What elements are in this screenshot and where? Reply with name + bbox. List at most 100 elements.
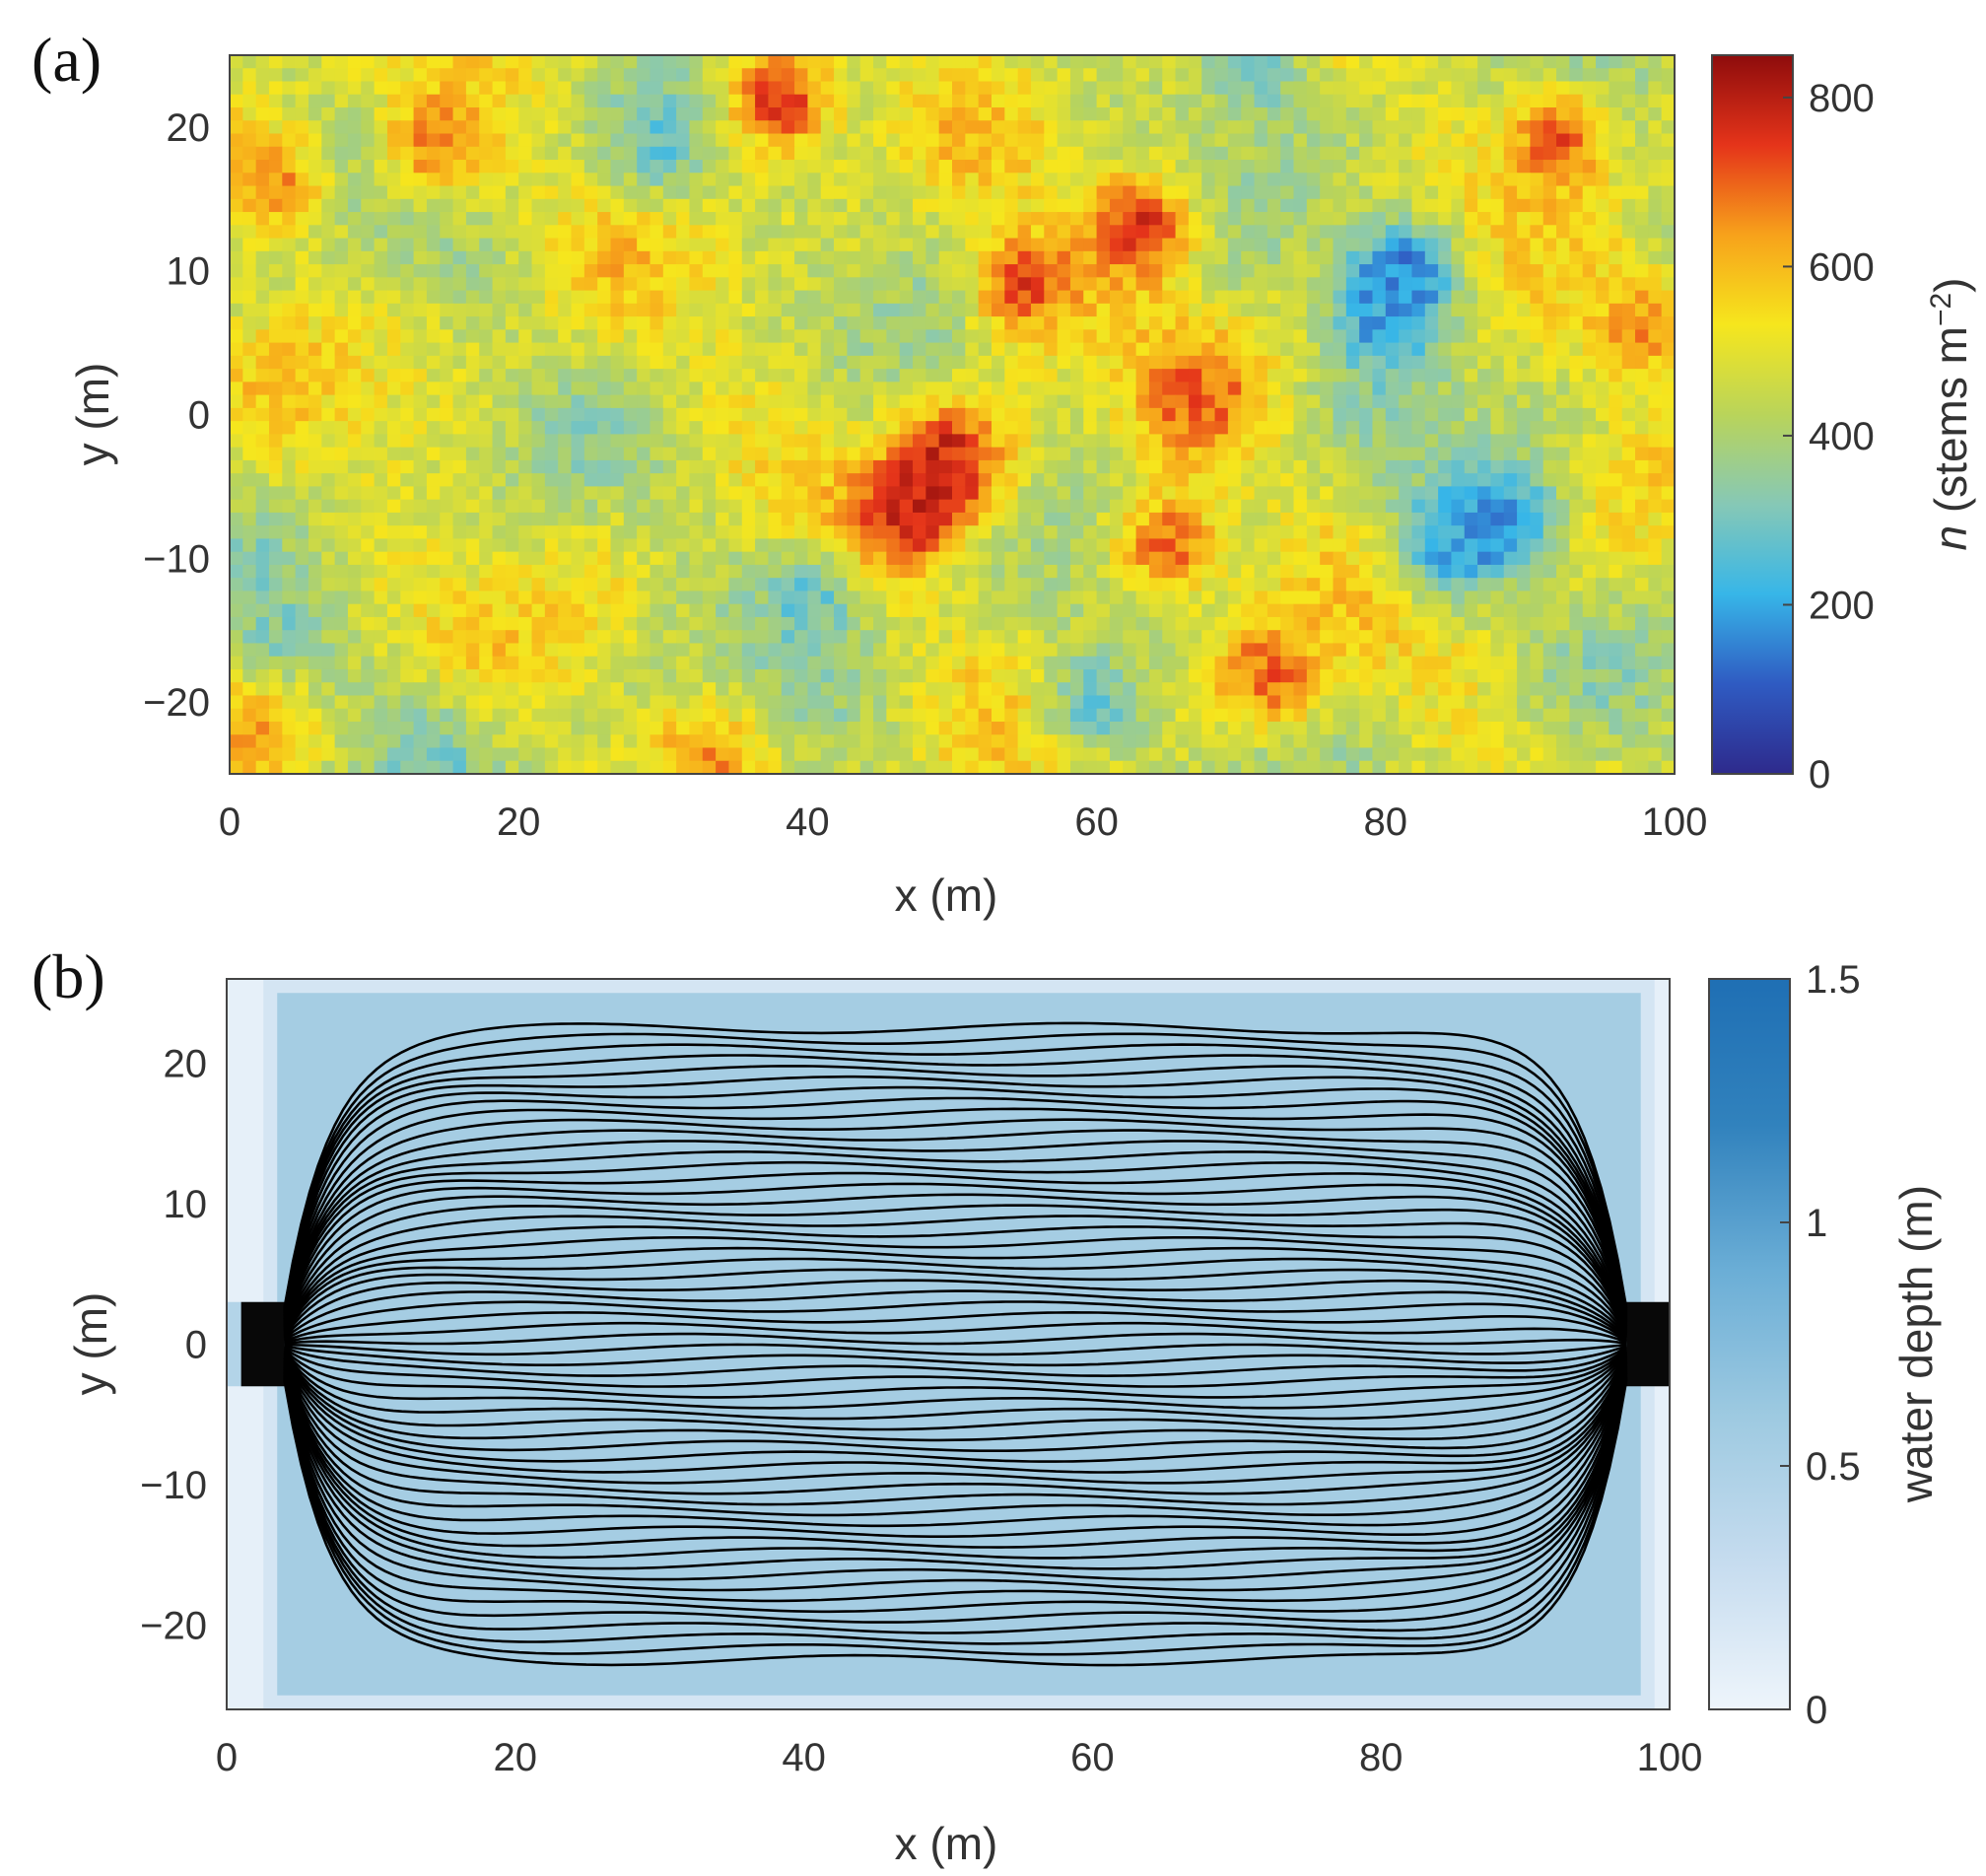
panel-b-y-ticks: 20 10 0 −10 −20 bbox=[140, 1043, 207, 1648]
streamline bbox=[283, 1043, 1628, 1311]
streamline bbox=[283, 1377, 1628, 1645]
panel-a-label: (a) bbox=[32, 25, 102, 95]
panel-b-x-axis-label: x (m) bbox=[895, 1818, 998, 1869]
streamline bbox=[283, 1349, 1627, 1399]
streamlines bbox=[283, 1021, 1628, 1667]
streamline bbox=[283, 1380, 1628, 1667]
panel-a-x-ticks: 0 20 40 60 80 100 bbox=[219, 800, 1708, 844]
streamline bbox=[284, 1310, 1627, 1343]
panel-b-x-tick-label: 60 bbox=[1070, 1736, 1115, 1779]
streamline bbox=[283, 1357, 1628, 1474]
streamline bbox=[284, 1345, 1627, 1367]
streamline bbox=[283, 1350, 1628, 1410]
panel-a-colorbar-ticks: 0 200 400 600 800 bbox=[1783, 77, 1875, 797]
streamline bbox=[283, 1347, 1627, 1388]
panel-b-label: (b) bbox=[32, 941, 105, 1011]
streamline bbox=[283, 1358, 1628, 1485]
panel-b-colorbar-ticks: 0 0.5 1 1.5 bbox=[1780, 958, 1861, 1732]
streamline bbox=[283, 1268, 1628, 1338]
streamline bbox=[283, 1118, 1628, 1320]
streamline bbox=[283, 1075, 1628, 1314]
streamline bbox=[283, 1360, 1628, 1495]
streamline bbox=[283, 1279, 1627, 1339]
panel-a-frame bbox=[229, 54, 1676, 775]
panel-a-x-tick-label: 40 bbox=[786, 800, 830, 844]
streamline bbox=[283, 1351, 1628, 1421]
streamline bbox=[283, 1300, 1627, 1342]
panel-a-y-tick-label: −20 bbox=[143, 681, 210, 725]
panel-b-y-tick-label: 20 bbox=[164, 1043, 208, 1086]
streamline bbox=[283, 1257, 1628, 1336]
outlet bbox=[1626, 1301, 1670, 1387]
panel-a-colorbar-tick-label: 0 bbox=[1809, 753, 1830, 797]
panel-b-colorbar-tick-label: 0 bbox=[1806, 1689, 1827, 1732]
panel-a-x-tick-label: 80 bbox=[1364, 800, 1408, 844]
panel-a-x-axis-label: x (m) bbox=[895, 869, 998, 921]
panel-b-y-tick-label: 10 bbox=[164, 1183, 208, 1226]
streamline bbox=[283, 1204, 1628, 1330]
streamline bbox=[283, 1354, 1628, 1442]
streamline bbox=[283, 1246, 1628, 1335]
panel-a-y-ticks: 20 10 0 −10 −20 bbox=[143, 106, 210, 725]
panel-a-colorbar-tick-label: 600 bbox=[1809, 245, 1875, 289]
streamline bbox=[283, 1096, 1628, 1317]
streamline bbox=[283, 1362, 1628, 1517]
panel-a-y-axis-label: y (m) bbox=[67, 363, 118, 466]
streamline bbox=[283, 1193, 1628, 1328]
streamline bbox=[283, 1376, 1628, 1634]
panel-b-colorbar-tick-label: 1.5 bbox=[1806, 958, 1861, 1002]
streamline bbox=[283, 1366, 1628, 1549]
streamline bbox=[283, 1150, 1628, 1323]
panel-a-y-tick-label: 10 bbox=[167, 250, 211, 294]
panel-b-colorbar bbox=[1708, 978, 1791, 1710]
stem-density-heatmap bbox=[230, 55, 1675, 774]
streamline bbox=[283, 1361, 1628, 1506]
streamline bbox=[283, 1289, 1627, 1340]
panel-a-x-tick-label: 20 bbox=[497, 800, 541, 844]
streamline bbox=[283, 1371, 1628, 1592]
streamline bbox=[283, 1107, 1628, 1318]
streamline bbox=[283, 1225, 1628, 1332]
panel-a-y-tick-label: 20 bbox=[167, 106, 211, 150]
panel-b-colorbar-tick-label: 0.5 bbox=[1806, 1445, 1861, 1489]
inlet bbox=[240, 1301, 285, 1387]
streamline bbox=[283, 1129, 1628, 1321]
panel-b-y-tick-label: −20 bbox=[140, 1605, 207, 1648]
streamline bbox=[283, 1374, 1628, 1614]
streamline bbox=[283, 1375, 1628, 1624]
panel-b-y-axis-label: y (m) bbox=[65, 1292, 116, 1396]
streamline bbox=[283, 1171, 1628, 1326]
panel-a-colorbar-tick-label: 800 bbox=[1809, 77, 1875, 120]
streamline bbox=[283, 1367, 1628, 1560]
panel-b-frame bbox=[226, 978, 1671, 1710]
panel-a-colorbar-tick-label: 400 bbox=[1809, 415, 1875, 458]
streamline bbox=[283, 1032, 1628, 1309]
streamline bbox=[283, 1372, 1628, 1603]
panel-a-colorbar bbox=[1711, 54, 1794, 775]
panel-b-x-tick-label: 100 bbox=[1637, 1736, 1703, 1779]
panel-a-x-tick-label: 0 bbox=[219, 800, 240, 844]
streamline bbox=[283, 1182, 1628, 1327]
panel-a-colorbar-tick-label: 200 bbox=[1809, 584, 1875, 627]
streamline bbox=[283, 1215, 1628, 1331]
streamline bbox=[284, 1346, 1627, 1378]
streamline bbox=[283, 1054, 1628, 1312]
streamline bbox=[284, 1332, 1627, 1346]
panel-b-y-tick-label: −10 bbox=[140, 1464, 207, 1507]
streamline bbox=[283, 1370, 1628, 1581]
panel-b-colorbar-label: water depth (m) bbox=[1890, 1185, 1942, 1503]
streamline bbox=[284, 1343, 1627, 1356]
streamline bbox=[284, 1321, 1627, 1344]
panel-a-y-tick-label: 0 bbox=[188, 394, 210, 438]
streamline bbox=[283, 1363, 1628, 1528]
streamline bbox=[283, 1085, 1628, 1316]
streamline bbox=[283, 1365, 1628, 1538]
streamline bbox=[283, 1368, 1628, 1570]
panel-b-colorbar-tick-label: 1 bbox=[1806, 1202, 1827, 1245]
panel-a-colorbar-label: n (stems m−2) bbox=[1925, 277, 1977, 550]
panel-b-x-tick-label: 0 bbox=[216, 1736, 238, 1779]
streamline bbox=[283, 1355, 1628, 1452]
